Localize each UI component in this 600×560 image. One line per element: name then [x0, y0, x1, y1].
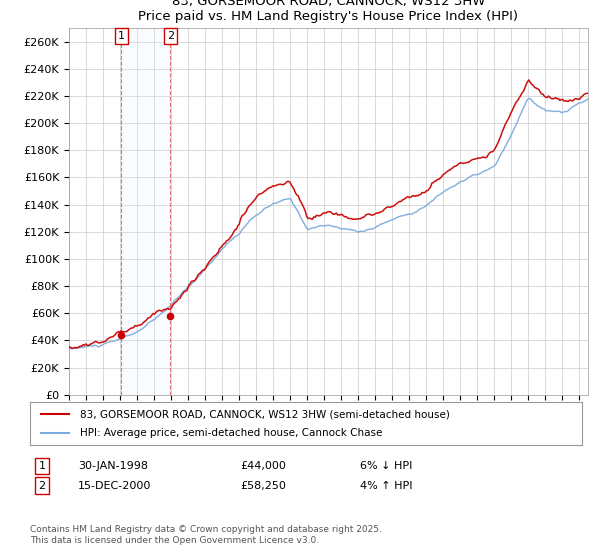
Text: £58,250: £58,250 [240, 480, 286, 491]
Text: 1: 1 [118, 31, 125, 41]
Text: £44,000: £44,000 [240, 461, 286, 471]
Title: 83, GORSEMOOR ROAD, CANNOCK, WS12 3HW
Price paid vs. HM Land Registry's House Pr: 83, GORSEMOOR ROAD, CANNOCK, WS12 3HW Pr… [139, 0, 518, 22]
Text: 4% ↑ HPI: 4% ↑ HPI [360, 480, 413, 491]
Text: 6% ↓ HPI: 6% ↓ HPI [360, 461, 412, 471]
Text: Contains HM Land Registry data © Crown copyright and database right 2025.
This d: Contains HM Land Registry data © Crown c… [30, 525, 382, 545]
Text: 83, GORSEMOOR ROAD, CANNOCK, WS12 3HW (semi-detached house): 83, GORSEMOOR ROAD, CANNOCK, WS12 3HW (s… [80, 409, 449, 419]
Text: 15-DEC-2000: 15-DEC-2000 [78, 480, 151, 491]
Text: HPI: Average price, semi-detached house, Cannock Chase: HPI: Average price, semi-detached house,… [80, 428, 382, 438]
Text: 2: 2 [38, 480, 46, 491]
Point [116, 330, 126, 339]
Bar [121, 28, 170, 395]
Text: 2: 2 [167, 31, 174, 41]
Point [166, 311, 175, 320]
Text: 1: 1 [38, 461, 46, 471]
Text: 30-JAN-1998: 30-JAN-1998 [78, 461, 148, 471]
